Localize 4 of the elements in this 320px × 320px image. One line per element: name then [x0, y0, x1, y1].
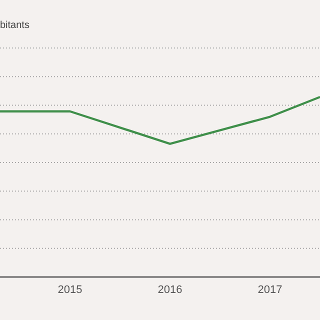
text: bitants — [0, 20, 30, 31]
x-tick-label: 2016 — [158, 284, 182, 296]
x-tick-label: 2017 — [258, 284, 282, 296]
x-tick-label: 2015 — [58, 284, 82, 296]
